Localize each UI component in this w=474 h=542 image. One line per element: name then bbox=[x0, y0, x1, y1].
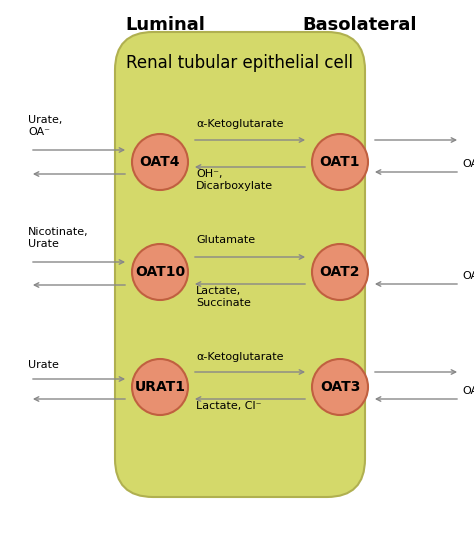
Text: OAT3: OAT3 bbox=[320, 380, 360, 394]
Circle shape bbox=[312, 134, 368, 190]
Text: α-Ketoglutarate: α-Ketoglutarate bbox=[196, 352, 283, 362]
Text: OAT2: OAT2 bbox=[320, 265, 360, 279]
Text: Renal tubular epithelial cell: Renal tubular epithelial cell bbox=[127, 54, 354, 72]
Circle shape bbox=[132, 359, 188, 415]
Text: OH⁻,
Dicarboxylate: OH⁻, Dicarboxylate bbox=[196, 169, 273, 191]
Text: OA⁻: OA⁻ bbox=[462, 159, 474, 169]
Text: URAT1: URAT1 bbox=[135, 380, 185, 394]
Text: OA⁻: OA⁻ bbox=[462, 271, 474, 281]
Text: OAT10: OAT10 bbox=[135, 265, 185, 279]
FancyBboxPatch shape bbox=[115, 32, 365, 497]
Text: OAT4: OAT4 bbox=[140, 155, 180, 169]
Text: OA⁻: OA⁻ bbox=[462, 386, 474, 396]
Text: α-Ketoglutarate: α-Ketoglutarate bbox=[196, 119, 283, 129]
Text: OAT1: OAT1 bbox=[320, 155, 360, 169]
Circle shape bbox=[132, 134, 188, 190]
Circle shape bbox=[312, 359, 368, 415]
Text: Urate,
OA⁻: Urate, OA⁻ bbox=[28, 115, 63, 137]
Text: Lactate, Cl⁻: Lactate, Cl⁻ bbox=[196, 401, 262, 411]
Text: Urate: Urate bbox=[28, 360, 59, 370]
Text: Basolateral: Basolateral bbox=[303, 16, 417, 34]
Circle shape bbox=[132, 244, 188, 300]
Circle shape bbox=[312, 244, 368, 300]
Text: Luminal: Luminal bbox=[125, 16, 205, 34]
Text: Lactate,
Succinate: Lactate, Succinate bbox=[196, 286, 251, 308]
Text: Glutamate: Glutamate bbox=[196, 235, 255, 245]
Text: Nicotinate,
Urate: Nicotinate, Urate bbox=[28, 228, 89, 249]
